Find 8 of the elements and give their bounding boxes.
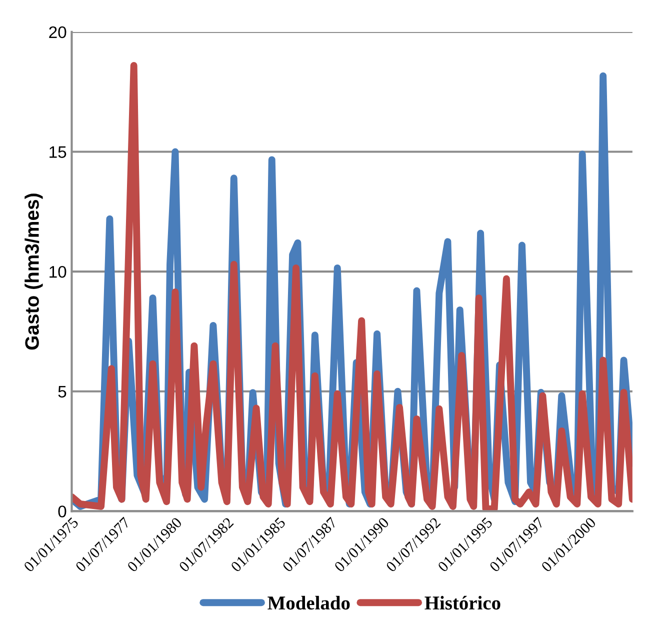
legend-label: Histórico bbox=[424, 596, 500, 610]
y-tick-label: 5 bbox=[58, 386, 66, 398]
y-tick-label: 10 bbox=[50, 266, 66, 278]
legend-label: Modelado bbox=[268, 596, 350, 610]
y-tick-label: 15 bbox=[50, 146, 66, 158]
y-axis-title: Gasto (hm3/mes) bbox=[24, 194, 43, 350]
y-tick-label: 20 bbox=[49, 26, 66, 38]
y-tick-label: 0 bbox=[58, 506, 66, 518]
